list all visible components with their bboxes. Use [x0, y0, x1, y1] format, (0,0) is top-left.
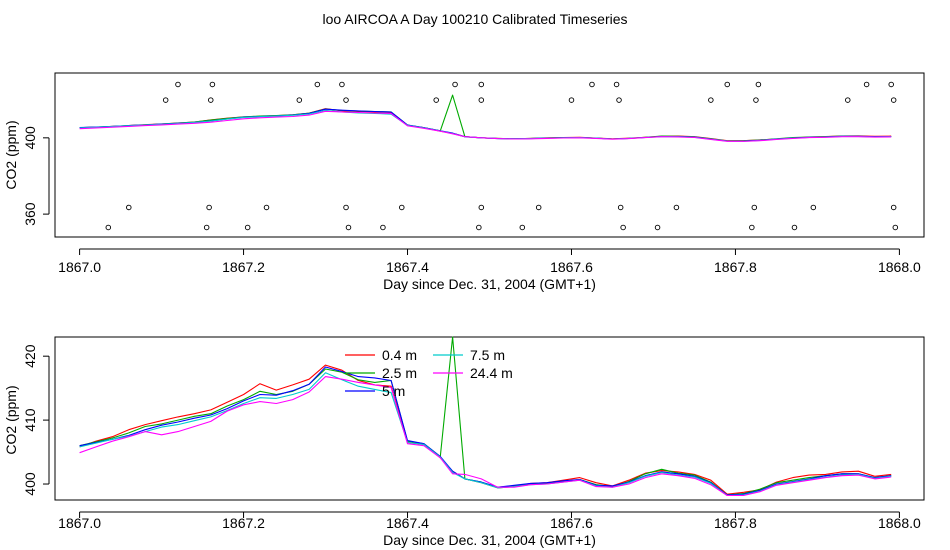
data-marker	[708, 97, 714, 103]
y-axis-label: CO2 (ppm)	[3, 120, 19, 189]
series-line-0-4-m	[79, 364, 892, 495]
data-marker	[263, 204, 270, 211]
x-tick-label: 1867.4	[386, 259, 429, 275]
plot-frame	[54, 72, 925, 238]
data-marker	[433, 97, 439, 103]
data-marker	[399, 204, 405, 211]
plot-panel-1: 1867.0 1867.2 1867.4 1867.6 1867.8 1868.0 Day …	[3, 72, 925, 292]
x-axis-label: Day since Dec. 31, 2004 (GMT+1)	[383, 276, 596, 292]
data-marker	[751, 204, 758, 211]
x-tick-label: 1867.6	[550, 515, 593, 531]
data-marker	[616, 97, 622, 103]
data-marker	[314, 81, 321, 88]
x-tick-label: 1867.6	[550, 259, 593, 275]
data-marker	[791, 224, 798, 231]
x-tick-label: 1867.0	[58, 515, 101, 531]
data-marker	[175, 81, 181, 88]
data-marker	[845, 97, 851, 103]
data-marker	[613, 81, 620, 88]
y-tick-label: 360	[22, 202, 38, 226]
x-tick-label: 1867.2	[222, 259, 265, 275]
x-tick-label: 1868.0	[878, 515, 921, 531]
series-line-5-m	[79, 108, 892, 142]
data-marker	[519, 224, 526, 231]
y-axis-label: CO2 (ppm)	[3, 385, 19, 454]
data-marker	[343, 204, 349, 211]
data-marker	[478, 204, 485, 211]
data-marker	[568, 97, 575, 103]
data-marker	[892, 224, 899, 231]
series-line-7-5-m	[79, 109, 892, 142]
series-line-24-4-m	[79, 376, 892, 497]
legend-label: 0.4 m	[382, 347, 417, 363]
data-marker	[620, 224, 626, 231]
data-marker	[209, 81, 216, 88]
data-marker	[617, 204, 624, 211]
y-tick-label: 400	[22, 472, 38, 496]
data-marker	[380, 224, 386, 231]
data-marker	[105, 224, 112, 231]
data-marker	[244, 224, 251, 231]
data-marker	[343, 97, 349, 103]
data-marker	[478, 97, 485, 103]
plot-panel-2: 1867.0 1867.2 1867.4 1867.6 1867.8 1868.0 Day …	[3, 336, 925, 548]
series-line-24-4-m	[79, 110, 892, 142]
data-marker	[126, 204, 132, 211]
series-line-5-m	[79, 366, 892, 496]
data-marker	[654, 224, 661, 231]
data-marker	[452, 81, 458, 88]
data-marker	[203, 224, 210, 231]
data-marker	[810, 204, 817, 211]
data-marker	[535, 204, 542, 211]
figure-title: loo AIRCOA A Day 100210 Calibrated Times…	[322, 11, 628, 27]
data-marker	[162, 97, 169, 103]
legend: 0.4 m 2.5 m 5 m 7.5 m 24.4 m	[345, 347, 513, 399]
series-line-0-4-m	[79, 108, 892, 142]
data-marker	[890, 97, 897, 103]
data-marker	[749, 224, 755, 231]
legend-label: 5 m	[382, 383, 405, 399]
data-marker	[863, 81, 870, 88]
x-tick-label: 1867.8	[714, 259, 757, 275]
data-marker	[345, 224, 352, 231]
data-marker	[753, 97, 759, 103]
data-marker	[888, 81, 894, 88]
data-marker	[589, 81, 595, 88]
data-marker	[296, 97, 303, 103]
y-tick-label: 400	[22, 126, 38, 150]
x-tick-label: 1867.4	[386, 515, 429, 531]
data-marker	[206, 204, 212, 211]
x-tick-label: 1867.2	[222, 515, 265, 531]
data-marker	[476, 224, 482, 231]
series-line-7-5-m	[79, 372, 892, 497]
data-marker	[339, 81, 345, 88]
y-tick-label: 420	[22, 344, 38, 368]
data-marker	[673, 204, 680, 211]
data-marker	[724, 81, 730, 88]
legend-label: 24.4 m	[470, 365, 513, 381]
data-marker	[890, 204, 897, 211]
x-tick-label: 1868.0	[878, 259, 921, 275]
plot-frame	[54, 336, 925, 501]
legend-label: 2.5 m	[382, 365, 417, 381]
data-marker	[208, 97, 214, 103]
series-line-2-5-m	[79, 94, 892, 142]
legend-label: 7.5 m	[470, 347, 505, 363]
data-marker	[755, 81, 762, 88]
y-tick-label: 410	[22, 408, 38, 432]
x-axis-label: Day since Dec. 31, 2004 (GMT+1)	[383, 532, 596, 548]
x-tick-label: 1867.0	[58, 259, 101, 275]
x-tick-label: 1867.8	[714, 515, 757, 531]
data-marker	[478, 81, 485, 88]
